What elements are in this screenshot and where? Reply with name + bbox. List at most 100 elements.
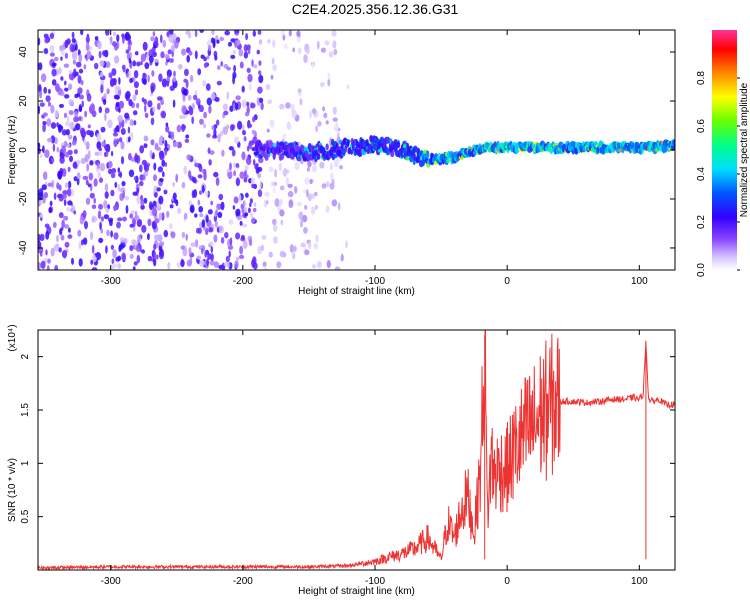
heat-cell: [181, 124, 187, 130]
heat-cell: [79, 127, 86, 135]
heat-cell: [247, 207, 251, 214]
heat-cell: [234, 260, 239, 269]
heat-cell: [246, 101, 250, 107]
heat-cell: [147, 255, 153, 262]
heat-cell: [119, 171, 123, 179]
y-tick-label: 0.5: [20, 509, 31, 523]
heat-cell: [134, 89, 139, 96]
heat-cell: [128, 169, 135, 178]
heat-cell: [300, 242, 306, 248]
heat-cell: [206, 40, 211, 47]
heat-cell: [44, 223, 50, 229]
heat-cell: [196, 227, 200, 234]
heat-cell: [266, 99, 273, 105]
heat-cell: [173, 70, 176, 78]
heat-cell: [158, 212, 163, 221]
heat-cell: [243, 177, 248, 183]
heat-cell: [241, 124, 245, 132]
heat-cell: [210, 92, 216, 101]
heat-cell: [63, 215, 69, 221]
heat-cell: [80, 80, 84, 86]
heat-cell: [143, 143, 148, 149]
heat-cell: [85, 35, 90, 44]
heat-cell: [299, 98, 303, 106]
heat-cell: [239, 171, 245, 179]
heat-cell: [325, 120, 329, 125]
heat-cell: [98, 237, 104, 244]
heat-cell: [110, 244, 114, 250]
heat-cell: [171, 50, 174, 58]
heat-cell: [333, 48, 338, 56]
heat-cell: [249, 198, 253, 204]
heat-cell: [183, 165, 188, 175]
heat-cell: [177, 207, 182, 214]
heat-cell: [66, 38, 71, 45]
heat-cell: [169, 204, 174, 209]
heat-cell: [221, 149, 225, 157]
heat-cell: [233, 64, 237, 73]
heat-cell: [232, 205, 236, 210]
heat-cell: [174, 40, 179, 49]
heat-cell: [124, 112, 130, 119]
heat-cell: [200, 54, 205, 59]
heat-cell: [132, 266, 136, 270]
heat-cell: [396, 141, 401, 149]
heat-cell: [71, 50, 78, 60]
heat-cell: [217, 211, 223, 218]
heat-cell: [170, 131, 175, 140]
heat-cell: [274, 168, 278, 178]
heat-cell: [154, 36, 159, 45]
heat-cell: [72, 59, 77, 65]
x-tick-label: 0: [504, 576, 510, 587]
heat-cell: [78, 258, 83, 267]
heat-cell: [68, 99, 74, 106]
heat-cell: [121, 181, 126, 187]
heat-cell: [271, 57, 275, 65]
heat-cell: [225, 255, 230, 263]
heat-cell: [114, 181, 118, 188]
x-tick-label: -300: [101, 576, 121, 587]
heat-cell: [298, 211, 304, 220]
heat-cell: [152, 31, 156, 37]
heat-cell: [161, 159, 166, 167]
y-tick-label: 0: [18, 147, 29, 153]
heat-cell: [53, 192, 57, 200]
heat-cell: [39, 213, 44, 218]
heat-cell: [86, 163, 90, 172]
heat-cell: [176, 262, 181, 268]
heat-cell: [243, 170, 248, 177]
heat-cell: [133, 226, 136, 232]
heat-cell: [100, 84, 104, 94]
heat-cell: [69, 43, 75, 53]
heat-cell: [242, 130, 246, 136]
heat-cell: [47, 182, 53, 187]
heat-cell: [91, 204, 97, 210]
heat-cell: [38, 83, 42, 91]
heat-cell: [172, 182, 175, 187]
heat-cell: [90, 259, 93, 265]
heat-cell: [224, 232, 229, 239]
heat-cell: [53, 56, 59, 62]
heat-cell: [164, 54, 170, 60]
heat-cell: [39, 250, 43, 257]
heat-cell: [285, 176, 290, 186]
heat-cell: [332, 40, 337, 49]
heat-cell: [297, 88, 302, 93]
heat-cell: [157, 96, 163, 101]
heat-cell: [134, 51, 139, 56]
heat-cell: [208, 241, 214, 246]
heat-cell: [63, 224, 70, 229]
heat-cell: [199, 259, 205, 268]
heat-cell: [154, 234, 160, 241]
heat-cell: [247, 49, 251, 55]
heat-cell: [299, 219, 304, 228]
heat-cell: [73, 210, 77, 215]
heat-cell: [346, 139, 350, 147]
heat-cell: [143, 135, 149, 142]
heat-cell: [230, 38, 236, 43]
heat-cell: [148, 49, 154, 58]
heat-cell: [241, 151, 246, 161]
heat-cell: [38, 37, 41, 46]
heat-cell: [242, 240, 248, 250]
y-scale-label: (x10⁴): [7, 324, 18, 351]
